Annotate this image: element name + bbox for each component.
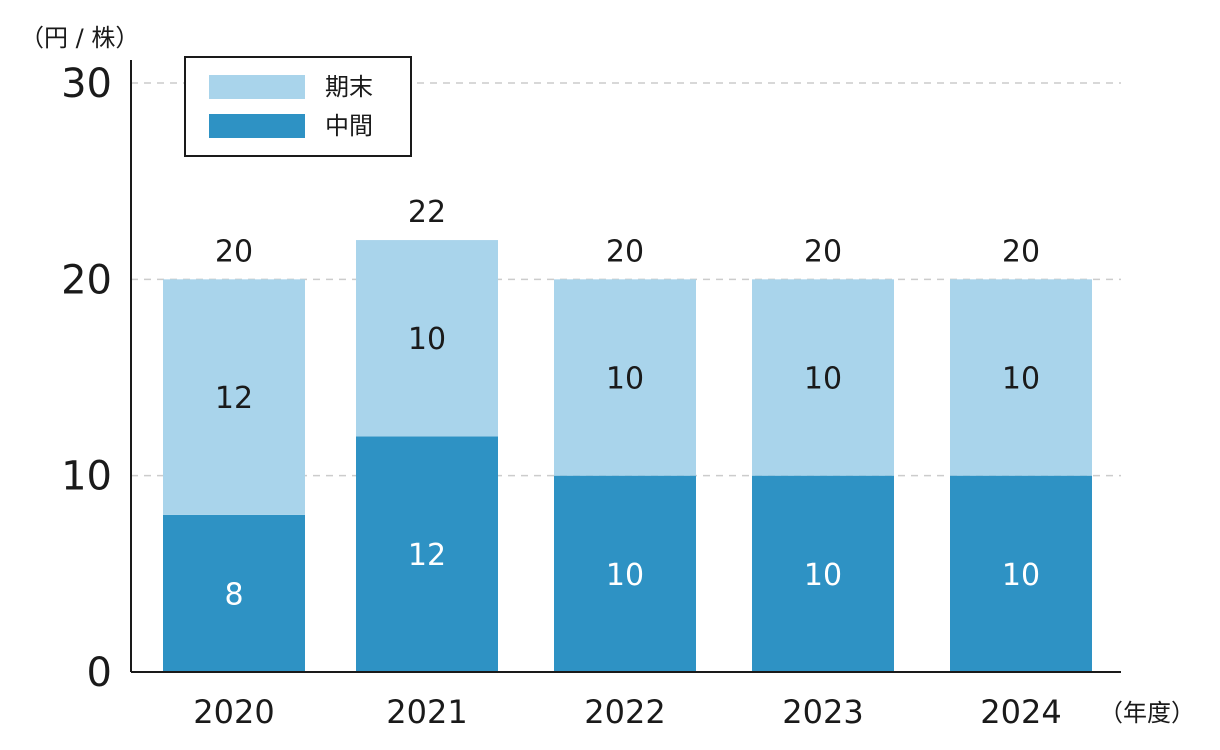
x-tick-label: 2024 — [980, 693, 1061, 731]
total-value-label: 20 — [606, 234, 644, 269]
axes-layer — [130, 60, 1121, 673]
bars-layer — [163, 240, 1092, 672]
segment-value-label: 12 — [215, 381, 253, 416]
bar-segment — [554, 475, 696, 672]
bar-segment — [356, 240, 498, 437]
segment-value-label: 10 — [1002, 362, 1040, 397]
x-unit-label: （年度） — [1099, 699, 1195, 727]
legend-box — [184, 56, 412, 157]
labels-layer: 0102030812202020121022202110102020221010… — [61, 61, 1062, 731]
legend-swatch-chukan — [209, 114, 305, 138]
segment-value-label: 10 — [804, 558, 842, 593]
bar-segment — [752, 475, 894, 672]
x-tick-label: 2021 — [386, 693, 467, 731]
bar-segment — [950, 475, 1092, 672]
y-tick-label: 0 — [87, 650, 112, 696]
segment-value-label: 10 — [1002, 558, 1040, 593]
bar-segment — [163, 279, 305, 515]
segment-value-label: 12 — [408, 538, 446, 573]
segment-value-label: 8 — [224, 577, 243, 612]
x-tick-label: 2020 — [193, 693, 274, 731]
segment-value-label: 10 — [804, 362, 842, 397]
segment-value-label: 10 — [606, 362, 644, 397]
legend-label-kimatsu: 期末 — [325, 73, 373, 101]
legend: 期末 中間 — [184, 56, 412, 157]
x-tick-label: 2023 — [782, 693, 863, 731]
bar-segment — [950, 279, 1092, 476]
bar-segment — [163, 514, 305, 672]
bar-segment — [554, 279, 696, 476]
total-value-label: 20 — [215, 234, 253, 269]
total-value-label: 22 — [408, 195, 446, 230]
x-tick-label: 2022 — [584, 693, 665, 731]
y-tick-label: 30 — [61, 61, 112, 107]
bar-segment — [752, 279, 894, 476]
total-value-label: 20 — [1002, 234, 1040, 269]
segment-value-label: 10 — [606, 558, 644, 593]
y-tick-label: 10 — [61, 454, 112, 500]
y-tick-label: 20 — [61, 257, 112, 303]
segment-value-label: 10 — [408, 322, 446, 357]
y-unit-label: （円 / 株） — [20, 24, 139, 52]
bar-segment — [356, 436, 498, 672]
legend-label-chukan: 中間 — [325, 112, 373, 140]
legend-swatch-kimatsu — [209, 75, 305, 99]
total-value-label: 20 — [804, 234, 842, 269]
